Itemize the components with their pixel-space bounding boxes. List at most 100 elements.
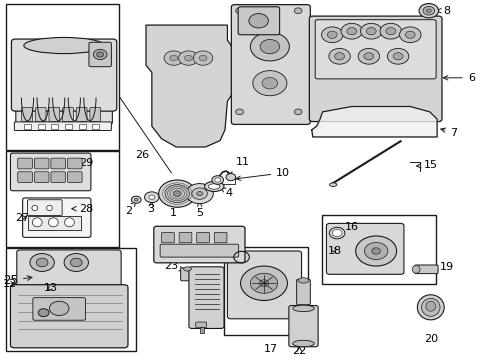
Circle shape — [405, 31, 414, 39]
Circle shape — [149, 195, 155, 199]
Circle shape — [422, 6, 434, 15]
Bar — [51, 124, 58, 129]
Text: 26: 26 — [135, 150, 149, 160]
Circle shape — [49, 301, 69, 316]
FancyBboxPatch shape — [188, 267, 224, 328]
Circle shape — [385, 28, 395, 35]
FancyBboxPatch shape — [11, 39, 117, 111]
Circle shape — [328, 48, 349, 64]
Circle shape — [70, 258, 82, 267]
Ellipse shape — [421, 298, 439, 316]
Circle shape — [131, 196, 141, 203]
Circle shape — [340, 23, 362, 39]
FancyBboxPatch shape — [196, 232, 209, 243]
Text: 13: 13 — [43, 283, 58, 293]
FancyBboxPatch shape — [34, 158, 49, 169]
FancyBboxPatch shape — [35, 108, 46, 122]
Circle shape — [386, 48, 408, 64]
Circle shape — [134, 198, 138, 201]
Circle shape — [360, 23, 381, 39]
Circle shape — [178, 51, 198, 65]
Text: 1: 1 — [170, 202, 178, 218]
Circle shape — [93, 49, 107, 59]
Circle shape — [38, 309, 49, 317]
Text: 7: 7 — [440, 128, 456, 138]
FancyBboxPatch shape — [414, 265, 437, 274]
Ellipse shape — [204, 181, 224, 192]
Text: 6: 6 — [443, 73, 474, 83]
Bar — [79, 124, 85, 129]
Text: 28: 28 — [72, 204, 93, 214]
Circle shape — [379, 23, 401, 39]
FancyBboxPatch shape — [17, 250, 121, 296]
Circle shape — [366, 28, 375, 35]
Polygon shape — [146, 25, 234, 147]
FancyBboxPatch shape — [160, 244, 238, 257]
FancyBboxPatch shape — [227, 251, 301, 319]
FancyBboxPatch shape — [231, 5, 310, 125]
Circle shape — [225, 174, 235, 181]
Circle shape — [262, 77, 277, 89]
FancyBboxPatch shape — [22, 198, 91, 237]
Circle shape — [163, 51, 183, 65]
Text: 22: 22 — [292, 346, 306, 356]
FancyBboxPatch shape — [34, 172, 49, 183]
Text: 2: 2 — [124, 201, 136, 216]
Circle shape — [334, 53, 344, 60]
Polygon shape — [311, 107, 436, 137]
FancyBboxPatch shape — [33, 298, 85, 320]
Circle shape — [30, 253, 54, 271]
FancyBboxPatch shape — [67, 158, 82, 169]
Circle shape — [399, 27, 420, 42]
Text: 29: 29 — [72, 158, 93, 168]
Circle shape — [97, 52, 103, 57]
FancyBboxPatch shape — [76, 108, 87, 122]
Circle shape — [418, 4, 438, 18]
Text: 3: 3 — [147, 202, 154, 215]
FancyBboxPatch shape — [238, 7, 279, 35]
FancyBboxPatch shape — [296, 279, 310, 305]
Circle shape — [36, 258, 48, 267]
FancyBboxPatch shape — [89, 42, 111, 67]
Ellipse shape — [292, 305, 314, 312]
Ellipse shape — [46, 205, 52, 211]
Text: 25: 25 — [3, 274, 32, 287]
FancyBboxPatch shape — [326, 224, 403, 274]
Text: 18: 18 — [327, 246, 341, 256]
Ellipse shape — [64, 218, 74, 227]
Ellipse shape — [183, 267, 191, 271]
Circle shape — [196, 192, 202, 196]
Bar — [92, 124, 99, 129]
Text: 19: 19 — [433, 262, 453, 272]
Bar — [24, 124, 31, 129]
Circle shape — [199, 55, 206, 61]
Circle shape — [392, 53, 402, 60]
Ellipse shape — [298, 278, 308, 283]
FancyBboxPatch shape — [49, 108, 60, 122]
FancyBboxPatch shape — [179, 232, 191, 243]
Circle shape — [371, 248, 380, 254]
FancyBboxPatch shape — [288, 306, 318, 347]
Text: 14: 14 — [179, 227, 197, 237]
Ellipse shape — [292, 340, 314, 347]
Ellipse shape — [425, 301, 435, 311]
Bar — [321, 215, 435, 284]
FancyBboxPatch shape — [315, 20, 435, 79]
Text: 18: 18 — [225, 246, 240, 256]
FancyBboxPatch shape — [51, 172, 65, 183]
Ellipse shape — [329, 183, 336, 186]
Text: 21: 21 — [295, 279, 309, 289]
Circle shape — [252, 71, 286, 96]
Bar — [5, 4, 119, 149]
FancyBboxPatch shape — [161, 232, 174, 243]
Text: 16: 16 — [344, 222, 358, 232]
Circle shape — [260, 40, 279, 54]
Circle shape — [294, 8, 302, 14]
Text: 9: 9 — [244, 21, 269, 33]
Circle shape — [64, 253, 88, 271]
Text: 24: 24 — [192, 267, 206, 277]
Circle shape — [169, 55, 177, 61]
FancyBboxPatch shape — [10, 285, 128, 348]
Bar — [5, 248, 136, 351]
FancyBboxPatch shape — [154, 226, 244, 263]
